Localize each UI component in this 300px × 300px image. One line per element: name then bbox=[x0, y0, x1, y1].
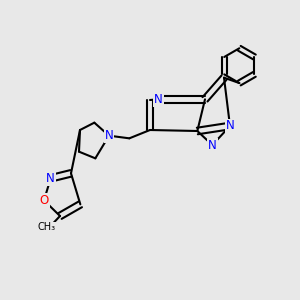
Text: N: N bbox=[208, 139, 217, 152]
Text: CH₃: CH₃ bbox=[37, 222, 56, 232]
Text: O: O bbox=[39, 194, 49, 207]
Text: N: N bbox=[154, 93, 163, 106]
Text: N: N bbox=[226, 119, 234, 133]
Text: N: N bbox=[105, 129, 113, 142]
Text: N: N bbox=[46, 172, 55, 185]
